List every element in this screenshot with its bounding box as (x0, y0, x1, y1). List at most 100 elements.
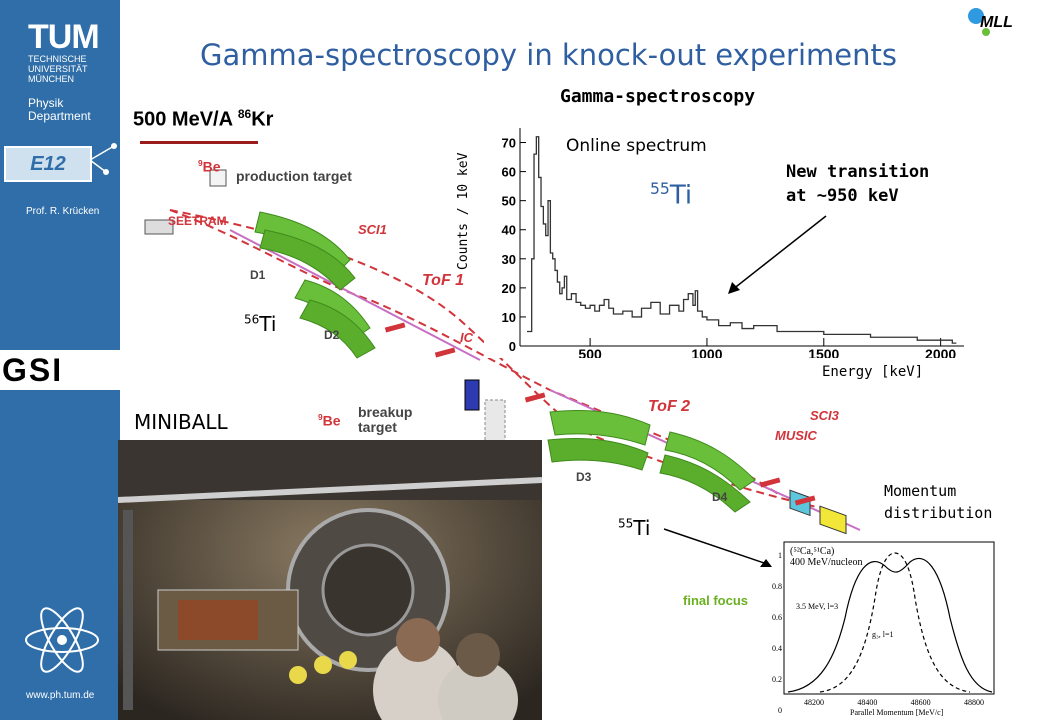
spectrum-panel (484, 124, 966, 358)
momentum-distribution-chart (783, 541, 995, 695)
annotation-line-2: at ~950 keV (786, 186, 899, 206)
spectrum-isotope: 55Ti (650, 180, 692, 211)
department-name: Physik Department (28, 97, 91, 123)
ti55-label: 55Ti (618, 516, 650, 540)
d3-label: D3 (576, 470, 592, 484)
y-tick-label: 50 (502, 194, 516, 209)
be9-element: Be (202, 158, 221, 175)
x-tick-label: 1000 (691, 346, 722, 358)
department-line-2: Department (28, 109, 91, 123)
university-name: TECHNISCHE UNIVERSITÄT MÜNCHEN (28, 54, 88, 84)
atom-icon (25, 607, 99, 673)
mtick-y: 0.8 (772, 582, 782, 591)
x-axis-label: Energy [keV] (822, 364, 924, 380)
curve-a-label: 3.5 MeV, l=3 (796, 602, 839, 611)
y-tick-label: 0 (509, 339, 516, 354)
momentum-caption-line-1: Momentum (884, 482, 957, 500)
sci3-label: SCI3 (810, 408, 839, 423)
website-url: www.ph.tum.de (26, 690, 95, 701)
gsi-logo: GSI (2, 352, 64, 388)
ti56-mass: 56 (244, 312, 260, 327)
be9-production-label: 9Be (198, 158, 221, 175)
mtick-x: 48200 (804, 698, 824, 707)
mll-logo: MLL (980, 14, 1013, 31)
gsi-logo-box (0, 350, 120, 390)
isotope-mass: 55 (650, 180, 670, 198)
energy-label: 400 MeV/nucleon (790, 557, 863, 568)
beam-label: 500 MeV/A 86Kr (133, 107, 273, 132)
university-line-3: MÜNCHEN (28, 74, 74, 84)
beam-element: Kr (251, 108, 274, 131)
x-tick-label: 1500 (808, 346, 839, 358)
mtick-x: 48400 (857, 698, 878, 707)
production-target-label: production target (236, 168, 352, 184)
momentum-yticks: 1 0.8 0.6 0.4 0.2 0 (768, 540, 782, 726)
music-label: MUSIC (775, 428, 817, 443)
d4-label: D4 (712, 490, 728, 504)
y-tick-label: 40 (502, 223, 516, 238)
curve-b-label: g₃, l=1 (872, 630, 894, 639)
ti56-element: Ti (259, 312, 277, 336)
university-line-2: UNIVERSITÄT (28, 64, 88, 74)
e12-group-logo: E12 (4, 146, 92, 182)
seetram-label: SEETRAM (168, 214, 227, 228)
tof1-label: ToF 1 (422, 272, 465, 289)
isotope-element: Ti (669, 180, 693, 211)
mtick-x: 48600 (910, 698, 931, 707)
beam-energy: 500 MeV/A (133, 108, 238, 131)
reaction-label: (⁵²Ca,⁵¹Ca) (790, 546, 835, 557)
ic-label: IC (460, 330, 473, 345)
y-tick-label: 20 (502, 281, 516, 296)
slide-title: Gamma-spectroscopy in knock-out experime… (200, 38, 897, 72)
mtick-x: 48800 (963, 698, 984, 707)
x-tick-label: 500 (578, 346, 602, 358)
mtick-y: 1 (778, 551, 782, 560)
ti55-mass: 55 (618, 516, 634, 531)
be9-element: Be (322, 412, 341, 429)
momentum-caption: Momentum distribution (884, 480, 992, 524)
y-tick-label: 30 (502, 252, 516, 267)
beam-underline (140, 141, 258, 144)
gamma-spectrum-chart: 0 10 20 30 40 50 60 70 500 1000 1500 2000 (502, 128, 964, 358)
mll-dots-icon (968, 8, 990, 36)
particle-icon (89, 143, 117, 175)
miniball-label: MINIBALL (134, 410, 228, 434)
momentum-xlabel: Parallel Momentum [MeV/c] (850, 708, 944, 717)
ti55-arrow (663, 528, 772, 567)
ti56-label: 56Ti (244, 312, 276, 336)
beam-mass: 86 (237, 107, 252, 121)
tum-logo: TUM (28, 18, 100, 56)
d2-label: D2 (324, 328, 340, 342)
y-axis-label: Counts / 10 keV (456, 152, 471, 270)
new-transition-annotation: New transition at ~950 keV (786, 160, 929, 208)
ti55-element: Ti (633, 516, 651, 540)
momentum-inset-label: (⁵²Ca,⁵¹Ca) 400 MeV/nucleon (790, 546, 863, 568)
tof2-label: ToF 2 (648, 398, 691, 415)
mtick-y: 0.4 (772, 644, 782, 653)
be9-breakup-label: 9Be (318, 412, 341, 429)
annotation-line-1: New transition (786, 162, 930, 182)
annotation-arrow (728, 215, 827, 294)
be9-mass: 9 (318, 412, 323, 422)
spectrum-title: Online spectrum (566, 136, 707, 156)
mtick-y: 0.6 (772, 613, 782, 622)
professor-name: Prof. R. Krücken (26, 206, 100, 217)
y-tick-label: 60 (502, 165, 516, 180)
momentum-xticks: 48200 48400 48600 48800 (804, 698, 984, 707)
breakup-target-label: breakup target (358, 404, 413, 435)
spectrum-series-line (527, 136, 957, 344)
d1-label: D1 (250, 268, 266, 282)
mtick-y: 0 (778, 706, 782, 715)
section-heading: Gamma-spectroscopy (560, 86, 756, 107)
x-tick-label: 2000 (925, 346, 956, 358)
sci1-label: SCI1 (358, 222, 387, 237)
final-focus-label: final focus (683, 593, 749, 608)
department-line-1: Physik (28, 96, 64, 110)
y-tick-label: 70 (502, 136, 516, 151)
mtick-y: 0.2 (772, 675, 782, 684)
miniball-photo (118, 440, 542, 720)
y-tick-label: 10 (502, 310, 516, 325)
momentum-caption-line-2: distribution (884, 504, 993, 522)
university-line-1: TECHNISCHE (28, 54, 87, 64)
be9-mass: 9 (198, 158, 203, 168)
